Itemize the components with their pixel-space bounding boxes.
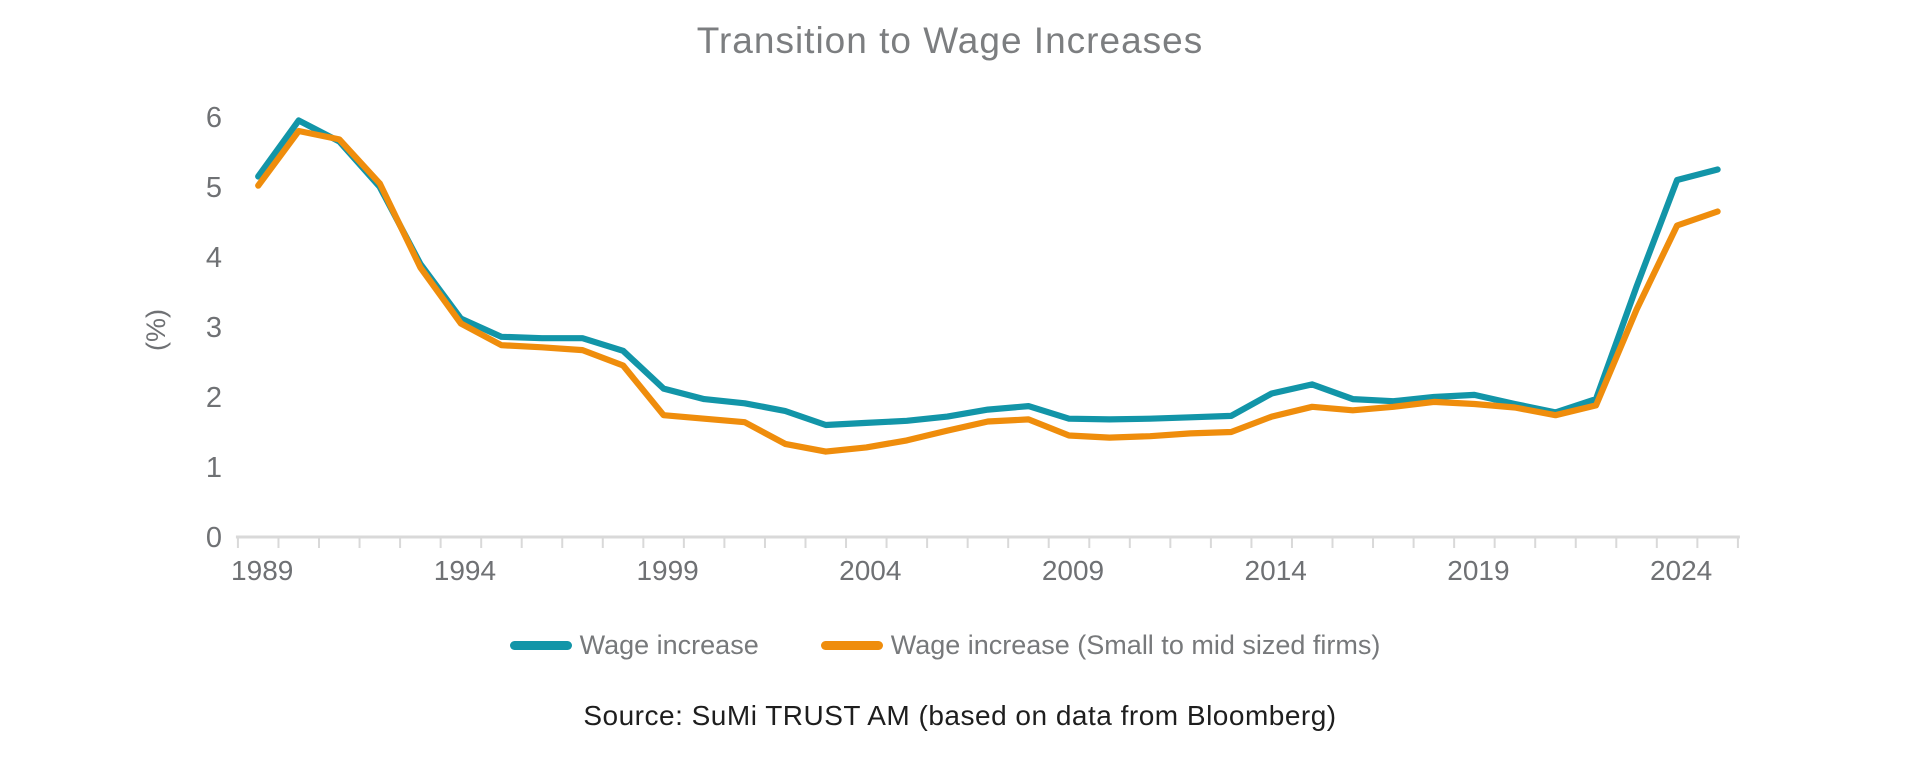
x-tick-label: 1994 [434,555,496,586]
line-chart-canvas: (%) 0 1 2 3 4 5 6 1989 1994 1999 2004 2009 2014 2019 2… [141,102,1740,586]
series-layer [255,117,1721,455]
chart-legend: Wage increase Wage increase (Small to mi… [0,630,1905,661]
legend-label-wage-increase: Wage increase [579,630,759,660]
x-tick-label: 1999 [636,555,698,586]
y-tick-label: 6 [206,102,222,134]
legend-swatch-wage-increase-icon [509,641,572,650]
x-tick-label: 2009 [1042,555,1104,586]
series-line-wage-increase-small-to-mid-sized-firms [255,127,1721,455]
x-tick-label: 2014 [1245,555,1307,586]
x-tick-label: 2024 [1650,555,1712,586]
legend-item-small-mid-firms: Wage increase (Small to mid sized firms) [820,630,1381,661]
y-tick-label: 5 [206,172,222,204]
y-axis-title: (%) [141,309,171,351]
x-tick-label: 2019 [1447,555,1509,586]
y-tick-label: 4 [206,242,222,274]
legend-item-wage-increase: Wage increase [509,630,759,661]
legend-swatch-small-mid-firms-icon [820,641,883,650]
chart-title: Transition to Wage Increases [696,20,1204,61]
y-tick-label: 1 [206,452,222,484]
x-tick-label: 2004 [839,555,901,586]
legend-label-small-mid-firms: Wage increase (Small to mid sized firms) [890,630,1381,660]
axis-layer: 0 1 2 3 4 5 6 1989 1994 1999 2004 2009 2014 2019 2024 [206,102,1740,586]
x-tick-label: 1989 [231,555,293,586]
y-tick-label: 0 [206,522,222,554]
source-note: Source: SuMi TRUST AM (based on data fro… [583,700,1337,731]
series-line-wage-increase [255,117,1721,429]
y-tick-label: 3 [206,312,222,344]
y-tick-label: 2 [206,382,222,414]
